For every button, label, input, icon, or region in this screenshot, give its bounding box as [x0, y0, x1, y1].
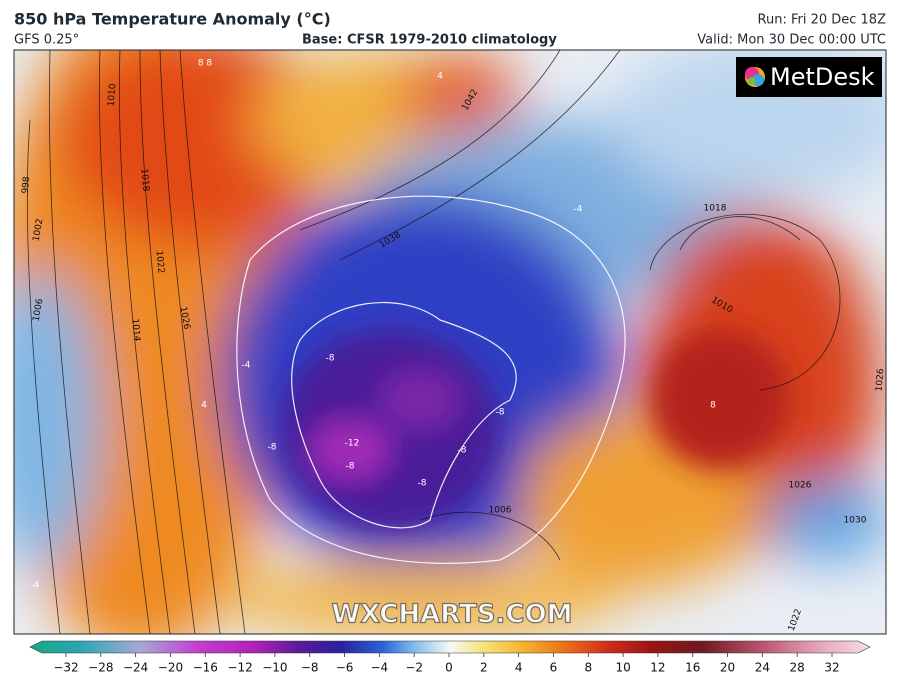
- isobar-label: 1022: [154, 250, 166, 274]
- logo-icon: [745, 67, 765, 87]
- map: MetDesk WXCHARTS.COM 1010 998 1002 1006 1014…: [14, 50, 887, 634]
- isobar-label: 1014: [130, 318, 142, 342]
- isobar-label: 1030: [844, 516, 867, 526]
- colorbar-tick-label: −20: [158, 661, 183, 675]
- isobar-label: 1006: [32, 298, 46, 323]
- isobar-label: 1002: [32, 218, 46, 242]
- valid-time: Valid: Mon 30 Dec 00:00 UTC: [697, 33, 886, 48]
- colorbar-tick-label: 24: [755, 661, 770, 675]
- colorbar-tick-label: 0: [445, 661, 453, 675]
- anomaly-label: -8: [458, 446, 467, 456]
- model: GFS 0.25°: [14, 33, 79, 48]
- colorbar-tick-label: −16: [193, 661, 218, 675]
- isobar-label: 1006: [489, 506, 512, 516]
- colorbar-tick-label: −6: [336, 661, 354, 675]
- colorbar-tick-label: −4: [371, 661, 389, 675]
- isobar-label: 998: [21, 176, 32, 194]
- isobar-label: 1026: [789, 481, 812, 491]
- anomaly-label: 8: [710, 401, 716, 411]
- colorbar-tick-label: 6: [550, 661, 558, 675]
- colorbar-tick-label: 12: [650, 661, 665, 675]
- anomaly-label: -8: [346, 462, 355, 472]
- anomaly-label: -4: [574, 205, 583, 215]
- anomaly-label: -8: [326, 354, 335, 364]
- colorbar-tick-label: 32: [824, 661, 839, 675]
- colorbar-tick-label: 10: [615, 661, 630, 675]
- colorbar-tick-label: −28: [88, 661, 113, 675]
- base: Base: CFSR 1979-2010 climatology: [302, 33, 557, 48]
- colorbar-tick-label: −2: [405, 661, 423, 675]
- colorbar-tick-label: −12: [227, 661, 252, 675]
- map-frame: [13, 49, 887, 635]
- run-time: Run: Fri 20 Dec 18Z: [758, 13, 887, 28]
- isobar-label: 1026: [875, 368, 887, 392]
- colorbar-tick-label: −8: [301, 661, 319, 675]
- colorbar-tick-label: 16: [685, 661, 700, 675]
- colorbar-tick-label: −24: [123, 661, 148, 675]
- colorbar-tick-label: −10: [262, 661, 287, 675]
- colorbar-tick-label: −32: [53, 661, 78, 675]
- anomaly-label: -8: [418, 479, 427, 489]
- isobar-label: 1010: [107, 83, 119, 107]
- colorbar-tick-label: 20: [720, 661, 735, 675]
- anomaly-label: -8: [268, 443, 277, 453]
- colorbar-tick-label: 8: [584, 661, 592, 675]
- watermark: WXCHARTS.COM: [331, 600, 572, 630]
- isobar-label: 1026: [178, 306, 192, 331]
- anomaly-label: -4: [242, 361, 251, 371]
- colorbar-tick-label: 2: [480, 661, 488, 675]
- logo: MetDesk: [770, 63, 875, 91]
- colorbar-tick-label: 28: [790, 661, 805, 675]
- anomaly-label: 4: [437, 72, 443, 82]
- anomaly-label: -8: [496, 408, 505, 418]
- anomaly-label: 8 8: [198, 59, 213, 69]
- colorbar: [29, 640, 871, 654]
- anomaly-label: 4: [201, 401, 207, 411]
- colorbar-tick-label: 4: [515, 661, 523, 675]
- title: 850 hPa Temperature Anomaly (°C): [14, 10, 331, 29]
- anomaly-label: -4: [31, 581, 40, 591]
- isobar-label: 1018: [704, 204, 727, 214]
- anomaly-label: -12: [345, 439, 360, 449]
- isobar-label: 1018: [139, 168, 151, 192]
